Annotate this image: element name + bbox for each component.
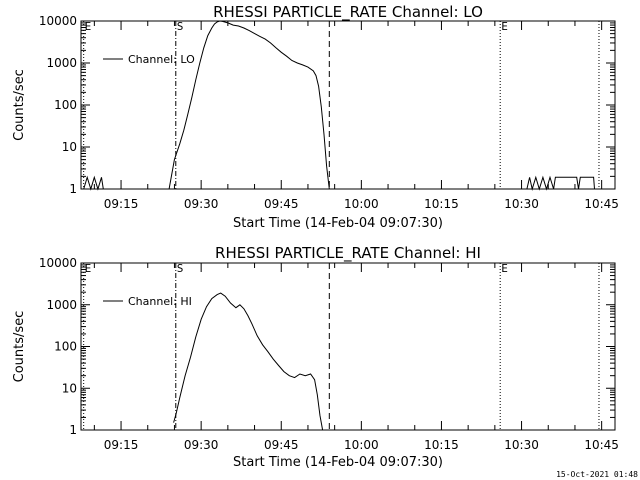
plot-frame	[80, 20, 616, 190]
x-tick-label: 09:30	[184, 438, 219, 452]
x-tick-label: 10:15	[424, 438, 459, 452]
x-tick-label: 09:30	[184, 197, 219, 211]
plot-timestamp: 15-Oct-2021 01:48	[556, 470, 638, 479]
x-tick-label: 10:30	[504, 438, 539, 452]
event-marker-label: S	[177, 262, 184, 275]
x-axis-title: Start Time (14-Feb-04 09:07:30)	[233, 455, 443, 470]
lo-channel-panel: RHESSI PARTICLE_RATE Channel: LO E S E 1 10 10…	[12, 3, 619, 231]
series-line	[83, 175, 104, 191]
event-marker-label: E	[85, 20, 92, 33]
x-tick-label: 10:45	[584, 197, 619, 211]
x-tick-label: 09:45	[264, 197, 299, 211]
y-tick-label: 1000	[46, 56, 77, 70]
event-marker-label: E	[501, 262, 508, 275]
y-tick-label: 10000	[39, 256, 77, 270]
y-tick-label: 1	[69, 182, 77, 196]
x-tick-label: 10:45	[584, 438, 619, 452]
x-tick-label: 09:45	[264, 438, 299, 452]
series-line	[173, 292, 324, 431]
y-tick-label: 1000	[46, 298, 77, 312]
x-tick-label: 10:00	[344, 197, 379, 211]
x-tick-label: 10:30	[504, 197, 539, 211]
legend-label: Channel: LO	[128, 53, 195, 66]
y-tick-label: 10	[62, 140, 77, 154]
chart-title: RHESSI PARTICLE_RATE Channel: LO	[213, 3, 483, 22]
x-tick-label: 09:15	[104, 197, 139, 211]
y-axis-title: Counts/sec	[12, 311, 27, 383]
y-tick-label: 100	[54, 98, 77, 112]
y-tick-label: 10	[62, 381, 77, 395]
legend-label: Channel: HI	[128, 295, 192, 308]
y-tick-label: 1	[69, 423, 77, 437]
chart-title: RHESSI PARTICLE_RATE Channel: HI	[215, 244, 481, 263]
series-line	[526, 175, 595, 191]
y-tick-label: 100	[54, 340, 77, 354]
event-marker-label: S	[177, 20, 184, 33]
x-tick-label: 10:15	[424, 197, 459, 211]
x-tick-label: 09:15	[104, 438, 139, 452]
x-tick-label: 10:00	[344, 438, 379, 452]
event-marker-label: E	[85, 262, 92, 275]
plot-frame	[80, 262, 616, 431]
y-tick-label: 10000	[39, 14, 77, 28]
event-marker-label: E	[501, 20, 508, 33]
series-line	[168, 20, 330, 190]
hi-channel-panel: RHESSI PARTICLE_RATE Channel: HI E S E 1 10 10…	[12, 244, 619, 470]
x-axis-title: Start Time (14-Feb-04 09:07:30)	[233, 216, 443, 231]
y-axis-title: Counts/sec	[12, 69, 27, 141]
